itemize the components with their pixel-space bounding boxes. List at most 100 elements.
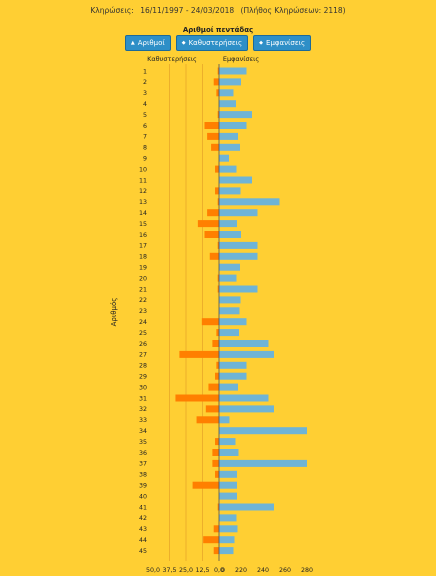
appearances-tick-label: 0 xyxy=(221,567,225,574)
delay-bar xyxy=(207,209,219,217)
appearance-bar xyxy=(219,296,241,304)
category-label: 24 xyxy=(139,319,147,326)
category-label: 6 xyxy=(143,123,147,130)
delay-bar xyxy=(216,329,219,337)
delays-tick-label: 50,0 xyxy=(146,567,160,574)
appearance-bar xyxy=(219,132,238,140)
category-label: 31 xyxy=(139,395,147,402)
delay-bar xyxy=(212,340,219,347)
appearances-tick-label: 260 xyxy=(279,567,291,574)
delay-bar xyxy=(212,449,219,456)
sort-by-number-button[interactable]: ▲ Αριθμοί xyxy=(124,35,171,51)
sort-toggle-icon: ◆ xyxy=(259,40,264,46)
category-label: 22 xyxy=(139,297,147,304)
category-label: 3 xyxy=(143,90,147,97)
appearance-bar xyxy=(219,187,241,195)
category-label: 36 xyxy=(139,450,147,457)
delay-bar xyxy=(215,372,219,380)
delay-bar xyxy=(204,122,219,129)
category-label: 40 xyxy=(139,493,147,500)
delay-bar xyxy=(217,111,219,119)
category-label: 17 xyxy=(139,243,147,250)
category-label: 18 xyxy=(139,254,147,261)
appearance-bar xyxy=(219,318,247,326)
appearance-bar xyxy=(219,274,237,282)
delays-tick-label: 12,5 xyxy=(195,567,209,574)
appearance-bar xyxy=(219,503,274,511)
category-label: 21 xyxy=(139,286,147,293)
delay-bar xyxy=(211,143,219,151)
delays-tick-label: 25,0 xyxy=(179,567,193,574)
appearance-bar xyxy=(219,459,307,467)
delay-bar xyxy=(213,525,219,533)
appearance-bar xyxy=(219,547,234,555)
appearance-bar xyxy=(219,350,274,358)
appearance-bar xyxy=(219,394,269,402)
draws-info-label: Κληρώσεις: xyxy=(90,6,134,15)
category-label: 10 xyxy=(139,166,147,173)
delay-bar xyxy=(217,285,219,293)
delay-bar xyxy=(217,274,219,282)
appearance-bar xyxy=(219,470,237,478)
category-label: 37 xyxy=(139,461,147,468)
delay-bar xyxy=(213,547,219,555)
delay-bar xyxy=(201,318,219,326)
appearance-bar xyxy=(219,111,252,119)
appearance-bar xyxy=(219,525,238,533)
appearance-bar xyxy=(219,89,234,97)
y-axis-title: Αριθμός xyxy=(110,298,118,327)
appearances-tick-label: 240 xyxy=(257,567,269,574)
delay-bar xyxy=(207,132,219,140)
delays-tick-label: 0,0 xyxy=(214,567,224,574)
appearance-bar xyxy=(219,143,240,151)
chart-heading: Αριθμοί πεντάδας xyxy=(182,26,254,34)
delays-series-label: Καθυστερήσεις xyxy=(147,55,197,63)
appearance-bar xyxy=(219,198,280,206)
delay-bar xyxy=(212,459,219,467)
category-label: 42 xyxy=(139,515,147,522)
appearance-bar xyxy=(219,361,247,369)
category-label: 30 xyxy=(139,384,147,391)
delay-bar xyxy=(196,416,219,424)
appearance-bar xyxy=(219,176,252,184)
appearance-bar xyxy=(219,438,236,446)
draws-count-note: (Πλήθος Κληρώσεων: 2118) xyxy=(240,6,346,15)
delay-bar xyxy=(175,394,219,402)
delay-bar xyxy=(203,536,219,544)
delay-bar xyxy=(215,187,219,195)
sort-toggle-icon: ◆ xyxy=(181,40,186,46)
category-label: 19 xyxy=(139,265,147,272)
category-label: 4 xyxy=(143,101,147,108)
delay-bar xyxy=(179,350,219,358)
appearance-bar xyxy=(219,78,241,86)
appearance-bar xyxy=(219,481,237,489)
sort-by-delays-label: Καθυστερήσεις xyxy=(188,39,243,47)
category-label: 38 xyxy=(139,472,147,479)
sort-button-group: ▲ Αριθμοί ◆ Καθυστερήσεις ◆ Εμφανίσεις xyxy=(0,35,436,51)
appearance-bar xyxy=(219,416,230,424)
appearance-bar xyxy=(219,372,247,380)
delay-bar xyxy=(215,165,219,173)
category-label: 5 xyxy=(143,112,147,119)
category-label: 27 xyxy=(139,352,147,359)
appearance-bar xyxy=(219,241,258,249)
delay-bar xyxy=(192,481,219,489)
sort-by-appearances-button[interactable]: ◆ Εμφανίσεις xyxy=(253,35,312,51)
category-label: 20 xyxy=(139,275,147,282)
delay-bar xyxy=(215,438,219,446)
draws-info: Κληρώσεις: 16/11/1997 - 24/03/2018 (Πλήθ… xyxy=(0,6,436,15)
appearance-bar xyxy=(219,329,239,337)
category-label: 32 xyxy=(139,406,147,413)
delay-bar xyxy=(204,231,219,238)
delay-bar xyxy=(197,220,219,228)
appearances-tick-label: 220 xyxy=(235,567,247,574)
delay-bar xyxy=(217,503,219,511)
category-label: 1 xyxy=(143,68,147,75)
appearances-series-label: Εμφανίσεις xyxy=(223,55,259,63)
sort-by-delays-button[interactable]: ◆ Καθυστερήσεις xyxy=(175,35,249,51)
appearance-bar xyxy=(219,231,241,238)
sort-asc-icon: ▲ xyxy=(130,40,135,46)
appearance-bar xyxy=(219,263,240,271)
category-label: 34 xyxy=(139,428,147,435)
category-label: 25 xyxy=(139,330,147,337)
